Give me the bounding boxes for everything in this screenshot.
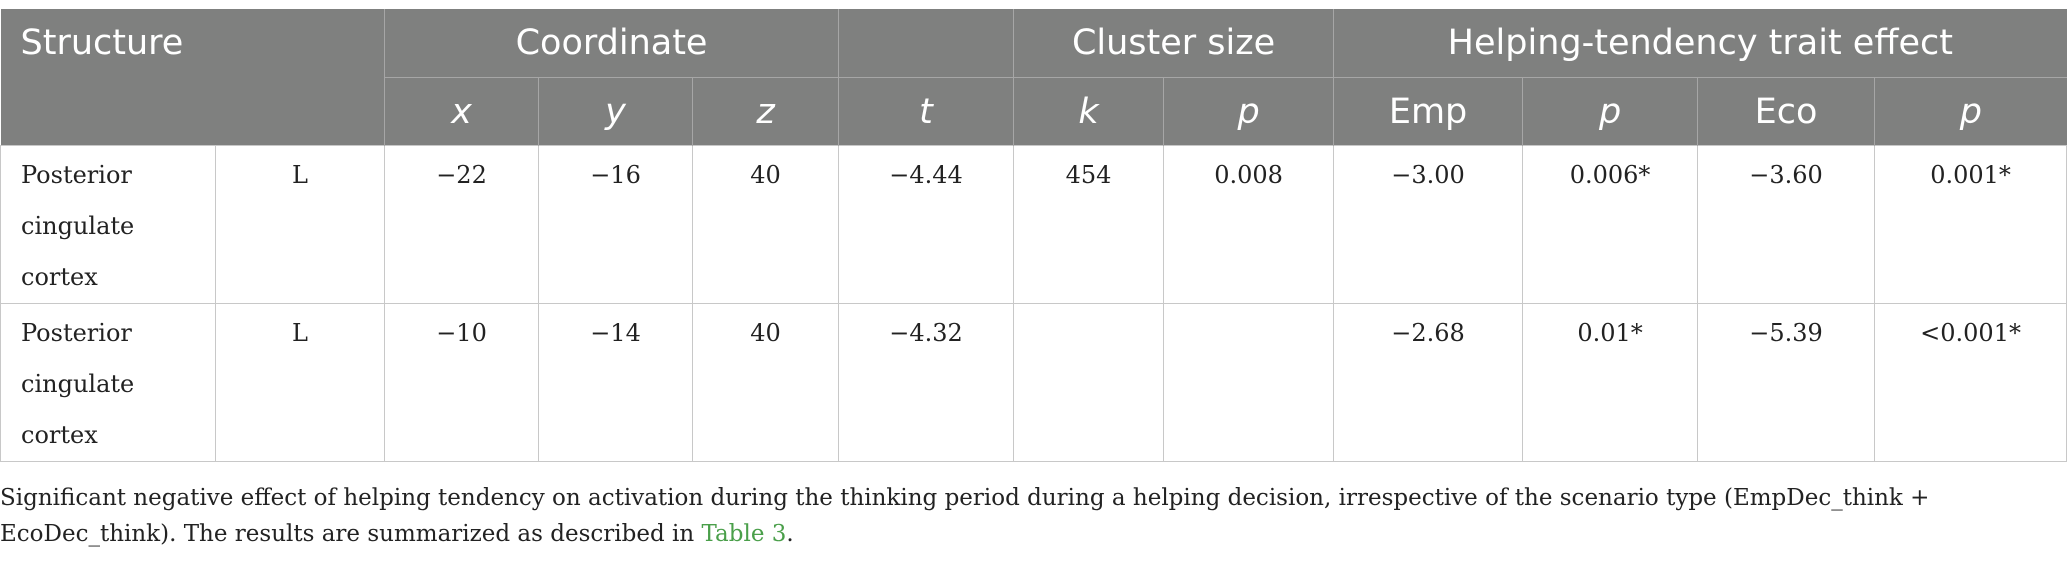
header-cell: Structure: [0, 9, 385, 146]
header-cell: p: [1163, 77, 1334, 146]
body-cell: 40: [692, 145, 840, 304]
cell-text: 0.008: [1214, 161, 1283, 189]
body-cell: −3.60: [1697, 145, 1876, 304]
header-cell: Emp: [1333, 77, 1523, 146]
header-cell: t: [838, 77, 1014, 146]
cell-text: −4.32: [889, 319, 963, 347]
cell-text: −22: [436, 161, 487, 189]
body-cell: 40: [692, 303, 840, 462]
cell-text: 0.006*: [1569, 161, 1651, 189]
body-cell: <0.001*: [1874, 303, 2068, 462]
header-cell: p: [1874, 77, 2067, 146]
body-cell: −3.00: [1333, 145, 1524, 304]
caption-link[interactable]: Table 3: [701, 521, 787, 547]
body-cell: 0.008: [1163, 145, 1335, 304]
table-body: Posterior cingulate cortex L −22 −16 40 −4.44…: [0, 145, 2068, 462]
body-cell: −22: [384, 145, 540, 304]
cell-text: Posterior cingulate cortex: [21, 161, 135, 291]
body-cell: −4.44: [838, 145, 1015, 304]
body-cell: −5.39: [1697, 303, 1876, 462]
cell-text: −16: [590, 161, 641, 189]
cell-text: 40: [750, 319, 781, 347]
header-cell: [838, 9, 1014, 78]
body-cell: 0.01*: [1522, 303, 1699, 462]
cell-text: −4.44: [889, 161, 963, 189]
header-cell: Cluster size: [1013, 9, 1334, 78]
caption: Significant negative effect of helping t…: [0, 480, 2020, 552]
cell-text: <0.001*: [1920, 319, 2021, 347]
header-cell: p: [1522, 77, 1698, 146]
body-cell: [1163, 303, 1335, 462]
cell-text: −14: [590, 319, 641, 347]
cell-text: 0.001*: [1930, 161, 2011, 189]
body-cell: Posterior cingulate cortex: [0, 145, 216, 304]
cell-text: 40: [750, 161, 781, 189]
cell-text: 454: [1065, 161, 1112, 189]
header-cell: Eco: [1697, 77, 1875, 146]
body-row: Posterior cingulate cortex L −22 −16 40 −4.44…: [0, 145, 2068, 304]
body-cell: −14: [538, 303, 694, 462]
cell-text: −3.60: [1749, 161, 1823, 189]
cell-text: 0.01*: [1577, 319, 1643, 347]
cell-text: −5.39: [1749, 319, 1823, 347]
caption-text: Significant negative effect of helping t…: [0, 485, 1930, 547]
cell-text: −3.00: [1391, 161, 1465, 189]
body-row: Posterior cingulate cortex L −10 −14 40 −4.32…: [0, 303, 2068, 462]
cell-text: −10: [436, 319, 487, 347]
header-cell: z: [692, 77, 839, 146]
header-row: x y z t k p Emp p Eco p: [1, 77, 2067, 146]
cell-text: Posterior cingulate cortex: [21, 319, 135, 449]
cell-text: −2.68: [1391, 319, 1465, 347]
body-cell: Posterior cingulate cortex: [0, 303, 216, 462]
header-cell: k: [1013, 77, 1164, 146]
results-table: Structure Coordinate Cluster size Helpin…: [0, 9, 2068, 462]
body-cell: [1013, 303, 1165, 462]
body-cell: 0.001*: [1874, 145, 2068, 304]
body-cell: L: [214, 145, 386, 304]
header-cell: Helping-tendency trait effect: [1333, 9, 2067, 78]
body-cell: −4.32: [838, 303, 1015, 462]
body-cell: 0.006*: [1522, 145, 1699, 304]
caption-end: .: [786, 521, 794, 547]
header-cell: Coordinate: [384, 9, 839, 78]
header-cell: y: [538, 77, 693, 146]
cell-text: L: [292, 161, 308, 189]
header-cell: x: [384, 77, 539, 146]
body-cell: −2.68: [1333, 303, 1524, 462]
body-cell: 454: [1013, 145, 1165, 304]
header-row: Structure Coordinate Cluster size Helpin…: [0, 9, 2067, 146]
body-cell: −10: [384, 303, 540, 462]
body-cell: L: [214, 303, 386, 462]
body-cell: −16: [538, 145, 694, 304]
cell-text: L: [292, 319, 308, 347]
